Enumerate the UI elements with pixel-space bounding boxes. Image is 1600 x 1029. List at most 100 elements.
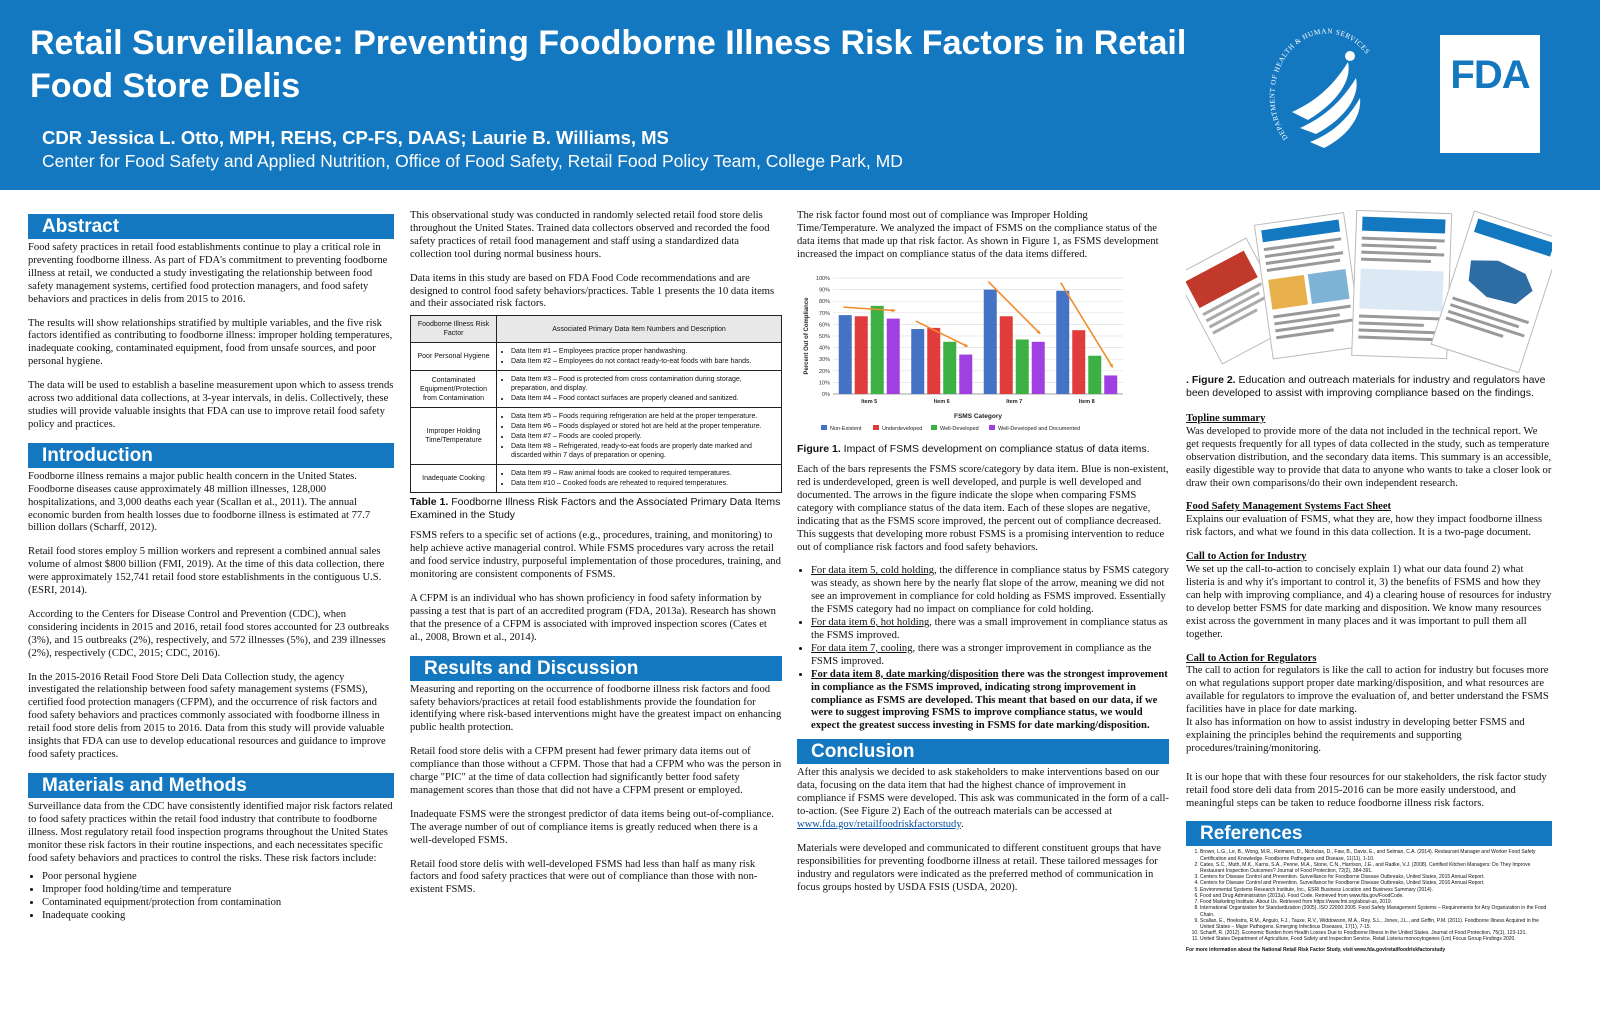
risk-factor-list: Poor personal hygiene Improper food hold…	[28, 871, 394, 923]
bar-chart: 0% 10% 20% 30% 40% 50% 60% 70% 80% 90% 100% Percent…	[804, 276, 1123, 432]
table-row: Inadequate Cooking Data Item #9 – Raw an…	[410, 464, 782, 494]
bar	[838, 314, 852, 394]
item-6-text: , there was a small improvement in compl…	[811, 617, 1168, 641]
bar	[1072, 329, 1086, 394]
topline-summary-title: Topline summary	[1186, 413, 1266, 424]
abstract-heading: Abstract	[28, 214, 394, 239]
fda-logo-text: FDA	[1450, 53, 1530, 97]
regulators-cta-title: Call to Action for Regulators	[1186, 652, 1317, 664]
figure-2-caption-text: Education and outreach materials for ind…	[1186, 374, 1546, 399]
intro-paragraph-4: In the 2015-2016 Retail Food Store Deli …	[28, 671, 386, 760]
table-header-cell: Associated Primary Data Item Numbers and…	[496, 315, 782, 344]
hhs-seal-icon: DEPARTMENT OF HEALTH & HUMAN SERVICES-US…	[1262, 20, 1371, 148]
y-tick-label: 70%	[819, 310, 830, 316]
legend-label: Well-Developed	[940, 426, 979, 432]
conclusion-paragraph-2: Materials were developed and communicate…	[797, 842, 1161, 893]
list-item: For data item 6, hot holding, there was …	[811, 617, 1169, 643]
intro-paragraph-1: Foodborne illness remains a major public…	[28, 470, 371, 534]
fsms-fact-sheet-text: Explains our evaluation of FSMS, what th…	[1186, 514, 1543, 539]
table-cell-factor: Contaminated Equipment/Protection from C…	[410, 370, 497, 409]
table-cell-factor: Poor Personal Hygiene	[410, 342, 497, 372]
slope-arrow-head	[1109, 363, 1113, 368]
results-heading: Results and Discussion	[410, 655, 782, 681]
table-cell-items: Data Item #9 – Raw animal foods are cook…	[496, 464, 782, 494]
bar	[1056, 290, 1070, 394]
list-item: Data Item #6 – Foods displayed or stored…	[511, 422, 777, 431]
reference-item: Centers for Disease Control and Preventi…	[1200, 880, 1552, 886]
risk-factor-table: Foodborne Illness Risk Factor Associated…	[410, 315, 782, 494]
bar	[959, 354, 973, 394]
results-paragraph-2: Retail food store delis with a CFPM pres…	[410, 746, 782, 796]
methods-paragraph-4: FSMS refers to a specific set of actions…	[410, 530, 781, 581]
table-caption-label: Table 1.	[410, 496, 449, 509]
table-cell-factor: Inadequate Cooking	[410, 464, 497, 494]
conclusion-paragraph-1: After this analysis we decided to ask st…	[797, 767, 1169, 832]
fsms-fact-sheet-title: Food Safety Management Systems Fact Shee…	[1186, 501, 1392, 513]
references-footer: For more information about the National …	[1186, 946, 1446, 953]
conclusion-text: After this analysis we decided to ask st…	[797, 767, 1169, 817]
bar	[854, 315, 868, 394]
list-item: Data Item #2 – Employees do not contact …	[511, 357, 777, 366]
bar	[911, 328, 925, 394]
figure-2-caption: . Figure 2. Education and outreach mater…	[1186, 374, 1552, 399]
x-tick-label: Item 8	[1079, 399, 1095, 405]
bar	[943, 341, 957, 394]
bar	[886, 318, 900, 394]
industry-cta-text: We set up the call-to-action to concisel…	[1186, 564, 1552, 640]
table-caption-text: Foodborne Illness Risk Factors and the A…	[410, 496, 781, 521]
reference-item: United States Department of Agriculture,…	[1200, 936, 1552, 942]
list-item: For data item 7, cooling, there was a st…	[811, 643, 1169, 669]
x-tick-label: Item 7	[1006, 399, 1022, 405]
list-item: Improper food holding/time and temperatu…	[42, 884, 394, 897]
bar	[999, 315, 1013, 394]
reference-item: Brown, L.G., Le, B., Wong, M.R., Reimann…	[1200, 849, 1552, 861]
y-tick-label: 40%	[819, 345, 830, 351]
bar	[927, 327, 941, 394]
x-tick-label: Item 5	[861, 399, 877, 405]
bar	[870, 305, 884, 394]
reference-item: Environmental Systems Research Institute…	[1200, 887, 1552, 893]
y-tick-label: 90%	[819, 287, 830, 293]
list-item: Data Item #3 – Food is protected from cr…	[511, 375, 777, 393]
legend-label: Non-Existent	[830, 426, 862, 432]
bar	[1104, 375, 1118, 394]
y-axis-label: Percent Out of Compliance	[804, 296, 810, 374]
reference-item: International Organization for Standardi…	[1200, 905, 1552, 917]
references-heading: References	[1186, 821, 1552, 847]
results-paragraph-5: The risk factor found most out of compli…	[797, 210, 1159, 260]
legend-swatch	[873, 424, 879, 430]
x-tick-label: Item 6	[934, 399, 950, 405]
column-2: This observational study was conducted i…	[410, 210, 782, 897]
retail-risk-factor-link[interactable]: www.fda.gov/retailfoodriskfactorstudy	[797, 818, 961, 830]
results-paragraph-6: Each of the bars represents the FSMS sco…	[797, 464, 1169, 553]
results-paragraph-4: Retail food store delis with well-develo…	[410, 858, 758, 896]
poster-authors: CDR Jessica L. Otto, MPH, REHS, CP-FS, D…	[42, 127, 669, 148]
figure-1-chart: 0% 10% 20% 30% 40% 50% 60% 70% 80% 90% 100% Percent…	[797, 270, 1137, 440]
fda-logo: FDA	[1440, 35, 1540, 153]
y-tick-label: 0%	[822, 392, 830, 398]
slope-arrow-head	[1036, 329, 1041, 334]
table-row: Improper Holding Time/Temperature Data I…	[410, 407, 782, 466]
slope-arrow-head	[963, 342, 968, 347]
reference-item: Food and Drug Administration (2013a). Fo…	[1200, 893, 1552, 899]
methods-paragraph-1: Surveillance data from the CDC have cons…	[28, 800, 393, 864]
reference-item: Food Marketing Institute. About Us. Retr…	[1200, 899, 1552, 905]
list-item: Data Item #10 – Cooked foods are reheate…	[511, 479, 777, 488]
poster-title: Retail Surveillance: Preventing Foodborn…	[30, 24, 1187, 105]
slope-arrow	[987, 280, 1041, 334]
item-7-link: For data item 7, cooling	[811, 642, 913, 654]
item-findings-list: For data item 5, cold holding, the diffe…	[797, 565, 1169, 733]
y-tick-label: 30%	[819, 357, 830, 363]
list-item: Contaminated equipment/protection from c…	[42, 897, 394, 910]
figure-2-images	[1174, 209, 1563, 375]
legend-swatch	[989, 424, 995, 430]
conclusion-period: .	[960, 818, 964, 830]
list-item: For data item 8, date marking/dispositio…	[811, 669, 1169, 734]
table-1-caption: Table 1. Foodborne Illness Risk Factors …	[410, 496, 782, 521]
legend-label: Underdeveloped	[882, 426, 922, 432]
closing-paragraph: It is our hope that with these four reso…	[1186, 771, 1547, 809]
outreach-documents-image	[1174, 209, 1563, 374]
methods-heading: Materials and Methods	[28, 772, 394, 798]
item-6-link: For data item 6, hot holding	[811, 617, 930, 629]
table-row: Contaminated Equipment/Protection from C…	[410, 370, 782, 409]
